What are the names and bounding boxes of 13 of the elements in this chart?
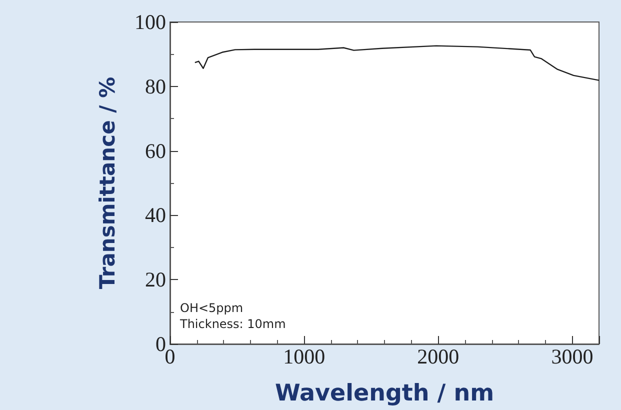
y-tick-label: 60 [145,138,166,163]
line-series [194,45,600,81]
annotation: Thickness: 10mm [179,317,286,331]
x-tick-label: 3000 [551,344,594,368]
x-tick-label: 1000 [283,344,326,368]
x-axis-title: Wavelength / nm [274,380,494,406]
x-tick-label: 2000 [417,344,460,368]
y-tick-label: 20 [145,268,166,292]
y-tick-label: 80 [145,74,166,98]
y-tick-label: 100 [134,10,166,34]
y-tick-label: 40 [145,203,166,228]
annotation: OH<5ppm [180,301,244,315]
y-axis-title: Transmittance / % [96,76,120,290]
